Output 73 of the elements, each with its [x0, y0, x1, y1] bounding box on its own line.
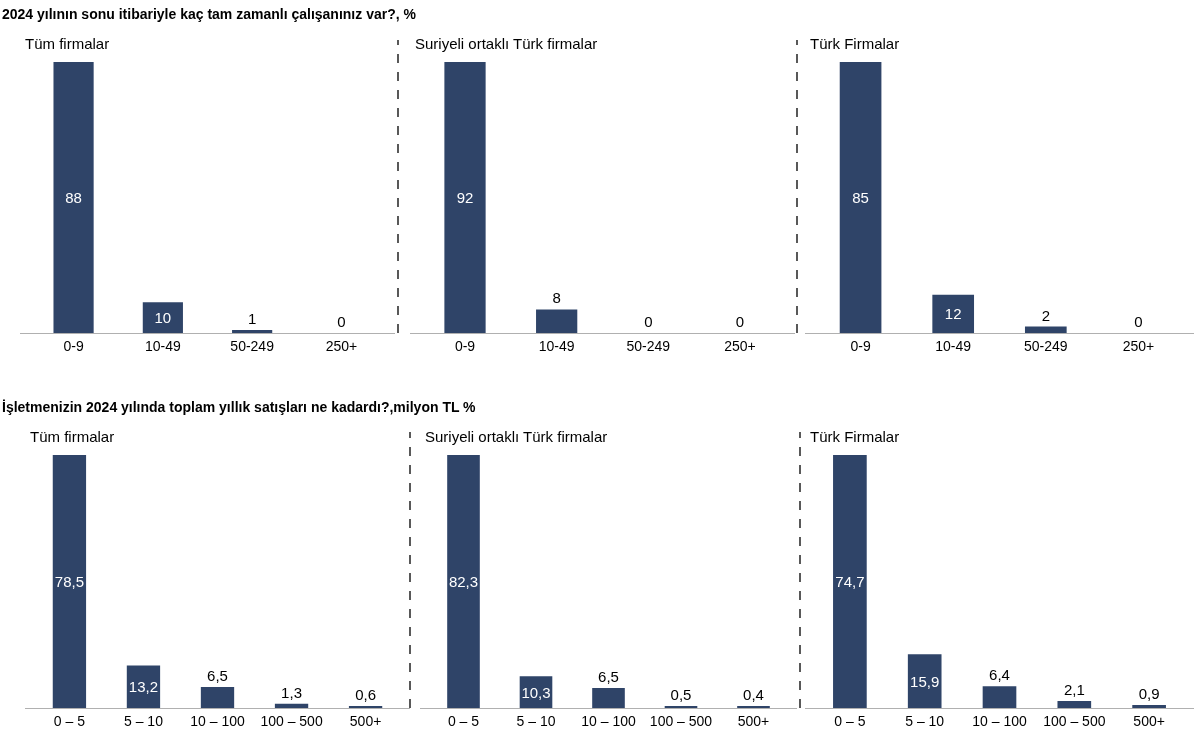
x-tick-label: 5 – 10 [516, 712, 556, 729]
chart-title: Suriyeli ortaklı Türk firmalar [415, 35, 598, 52]
chart-title: Türk Firmalar [810, 35, 900, 52]
data-label: 92 [456, 189, 474, 206]
x-tick-label: 500+ [1133, 712, 1165, 729]
x-tick-label: 0-9 [850, 337, 871, 354]
x-tick-label: 0 – 5 [447, 712, 480, 729]
chart-title: Türk Firmalar [810, 428, 900, 445]
x-tick-label: 10-49 [144, 337, 181, 354]
x-tick-label: 0 – 5 [53, 712, 86, 729]
data-label: 6,5 [598, 668, 619, 686]
bar [126, 665, 161, 708]
bar [592, 688, 625, 708]
data-label: 6,4 [989, 666, 1010, 684]
data-label: 74,7 [835, 573, 865, 590]
x-tick-label: 500+ [737, 712, 770, 729]
text: 2024 yılının sonu itibariyle kaç tam zamanlı çalışanınız var?, % [2, 6, 417, 22]
data-label: 0 [735, 313, 745, 330]
data-label: 78,5 [54, 573, 85, 590]
x-tick-label: 10 – 100 [190, 712, 245, 729]
data-label: 2,1 [1063, 680, 1085, 698]
x-tick-label: 10 – 100 [581, 712, 636, 729]
bar [200, 687, 235, 708]
x-tick-label: 0-9 [454, 337, 476, 354]
data-label: 0 [337, 313, 346, 330]
x-tick-label: 50-249 [626, 337, 671, 354]
x-tick-label: 5 – 10 [905, 712, 945, 729]
data-label: 85 [852, 189, 869, 206]
data-label: 0 [1134, 313, 1143, 330]
chart-title: Suriyeli ortaklı Türk firmalar [425, 428, 608, 445]
x-tick-label: 50-249 [230, 337, 275, 354]
x-tick-label: 0-9 [63, 337, 84, 354]
bar [274, 703, 309, 708]
data-label: 6,5 [207, 667, 228, 685]
bar [52, 455, 87, 708]
data-label: 10 [154, 309, 172, 327]
x-tick-label: 100 – 500 [1043, 712, 1106, 729]
data-label: 10,3 [521, 683, 551, 701]
x-tick-label: 50-249 [1024, 337, 1068, 354]
data-label: 12 [944, 305, 962, 323]
data-label: 0,5 [670, 686, 692, 703]
x-tick-label: 100 – 500 [649, 712, 713, 729]
x-tick-label: 250+ [325, 337, 358, 354]
x-tick-label: 250+ [724, 337, 756, 354]
x-tick-label: 250+ [1122, 337, 1155, 354]
data-label: 82,3 [448, 573, 479, 590]
data-label: 1,3 [281, 683, 302, 701]
data-label: 8 [552, 289, 561, 307]
data-label: 0,9 [1138, 684, 1160, 702]
data-label: 2 [1041, 306, 1050, 324]
x-tick-label: 500+ [349, 712, 382, 729]
data-label: 0,6 [355, 686, 377, 703]
data-label: 0 [644, 313, 653, 330]
x-tick-label: 5 – 10 [123, 712, 164, 729]
data-label: 15,9 [910, 672, 940, 690]
bar [833, 455, 867, 708]
bar [1132, 704, 1166, 708]
x-tick-label: 100 – 500 [260, 712, 323, 729]
bar [982, 686, 1017, 708]
data-label: 13,2 [128, 678, 159, 696]
data-label: 88 [65, 189, 82, 206]
x-tick-label: 10-49 [935, 337, 972, 354]
bar [907, 654, 942, 708]
x-tick-label: 0 – 5 [834, 712, 866, 729]
bar [1057, 700, 1092, 708]
bar [447, 455, 480, 708]
x-tick-label: 10 – 100 [972, 712, 1027, 729]
chart-title: Tüm firmalar [30, 428, 115, 445]
x-tick-label: 10-49 [538, 337, 575, 354]
chart-title: Tüm firmalar [25, 35, 110, 52]
text: İşletmenizin 2024 yılında toplam yıllık satışları ne kadardı?,milyon TL % [2, 399, 477, 415]
data-label: 1 [247, 309, 257, 327]
data-label: 0,4 [743, 686, 764, 703]
